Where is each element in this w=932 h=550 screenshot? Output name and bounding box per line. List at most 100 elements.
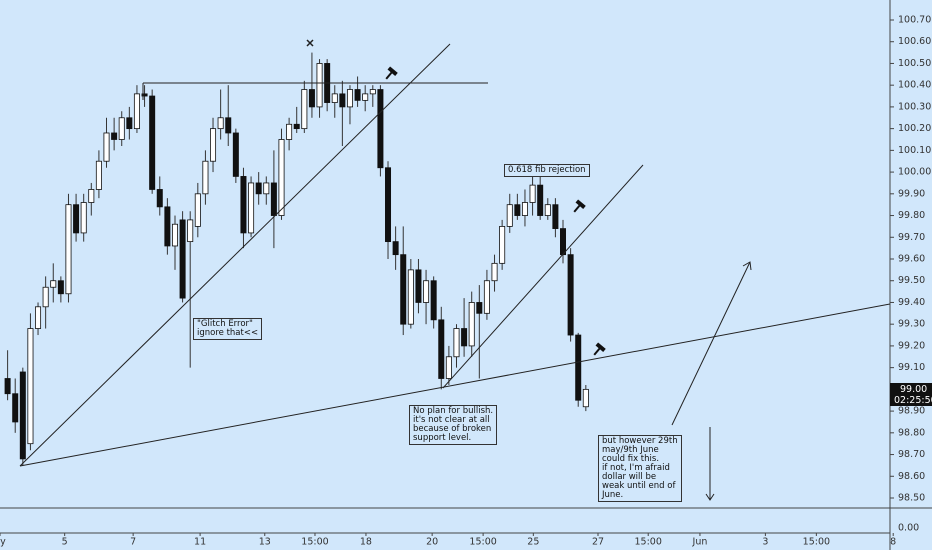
candle-body [544,204,551,216]
candle-body [476,302,483,314]
candle-body [407,269,414,325]
candle-body [149,95,156,190]
candle-body [392,241,399,256]
candle-body [80,202,87,234]
candle-body [42,286,49,308]
y-tick-label: 100.60 [898,36,931,47]
candle-body [415,269,422,303]
annotation: "Glitch Error" ignore that<< [193,318,263,340]
candle-body [73,204,80,234]
candle-body [217,117,224,130]
annotation: No plan for bullish. it's not clear at a… [409,405,498,445]
x-tick-label: 20 [426,537,438,548]
x-tick-label: 13 [259,537,271,548]
arrow-up [671,261,751,426]
trend-line [442,164,644,389]
candle-body [225,117,232,134]
candle-body [385,167,392,243]
candle-body [537,184,544,216]
countdown: 02:25:50 [894,395,932,406]
candle-body [270,182,277,216]
y-tick-label: 99.90 [898,188,925,199]
candle-body [575,334,582,401]
y-tick-label: 98.70 [898,449,925,460]
candle-body [164,206,171,247]
candle-body [377,89,384,169]
candle-body [567,254,574,336]
hammer-icon [385,66,398,80]
candle-body [111,132,118,140]
x-tick-label: Jun [692,537,708,548]
candle-body [156,189,163,208]
candle-body [499,226,506,264]
arrow-head [705,493,715,501]
y-tick-label: 98.90 [898,406,925,417]
y-tick-label: 100.70 [898,14,931,25]
candle-body [514,204,521,216]
candle-body [232,132,239,177]
candle-body [187,219,194,243]
candle-body [582,388,589,408]
candle-body [179,219,186,299]
y-tick-label: 98.60 [898,471,925,482]
candle-body [445,356,452,379]
candle-body [65,204,72,295]
candle-body [339,93,346,108]
candle-body [278,139,285,216]
candle-body [293,123,300,130]
x-tick-label: 11 [194,537,206,548]
candle-body [12,393,19,423]
x-tick-label: 15:00 [301,537,328,548]
candle-body [423,280,430,303]
x-tick-label: 5 [62,537,68,548]
candle-body [354,89,361,101]
candle-body [126,117,133,130]
countdown-box [890,395,932,406]
candle-body [57,280,64,295]
x-tick-label: 7 [130,537,136,548]
candle-body [4,378,11,395]
support-line [19,303,891,467]
candle-body [491,262,498,282]
candle-body [133,93,140,130]
candle-body [468,302,475,347]
candle-body [210,128,217,162]
candle-body [255,182,262,195]
x-tick-label: 3 [762,537,768,548]
hammer-icon [573,199,586,213]
candle-body [483,280,490,314]
last-price-label: 99.00 [900,384,927,395]
x-tick-label: 8 [890,537,896,548]
candle-body [529,184,536,203]
candle-body [286,123,293,140]
y-tick-label: 98.80 [898,427,925,438]
y-tick-label: 100.10 [898,145,931,156]
candle-body [521,202,528,216]
y-tick-label: 100.00 [898,167,931,178]
candle-body [438,319,445,379]
candle-body [118,117,125,140]
candle-body [141,93,148,97]
last-price-box [890,383,932,395]
candle-body [19,371,26,460]
y-tick-label: 100.50 [898,58,931,69]
x-tick-label: 27 [592,537,604,548]
candle-body [308,89,315,108]
candle-body [316,63,323,108]
y-tick-label: 100.20 [898,123,931,134]
candle-body [240,176,247,234]
candle-body [50,280,57,288]
candle-body [88,189,95,203]
candle-body [400,254,407,325]
candle-body [194,193,201,227]
candle-body [331,93,338,103]
x-tick-label: 25 [527,537,539,548]
y-tick-label: 99.80 [898,210,925,221]
candle-body [362,93,369,101]
candle-body [560,228,567,256]
x-tick-label: 15:00 [469,537,496,548]
y-tick-label: 99.50 [898,275,925,286]
candle-body [27,328,34,445]
x-tick-label: ay [0,537,6,548]
